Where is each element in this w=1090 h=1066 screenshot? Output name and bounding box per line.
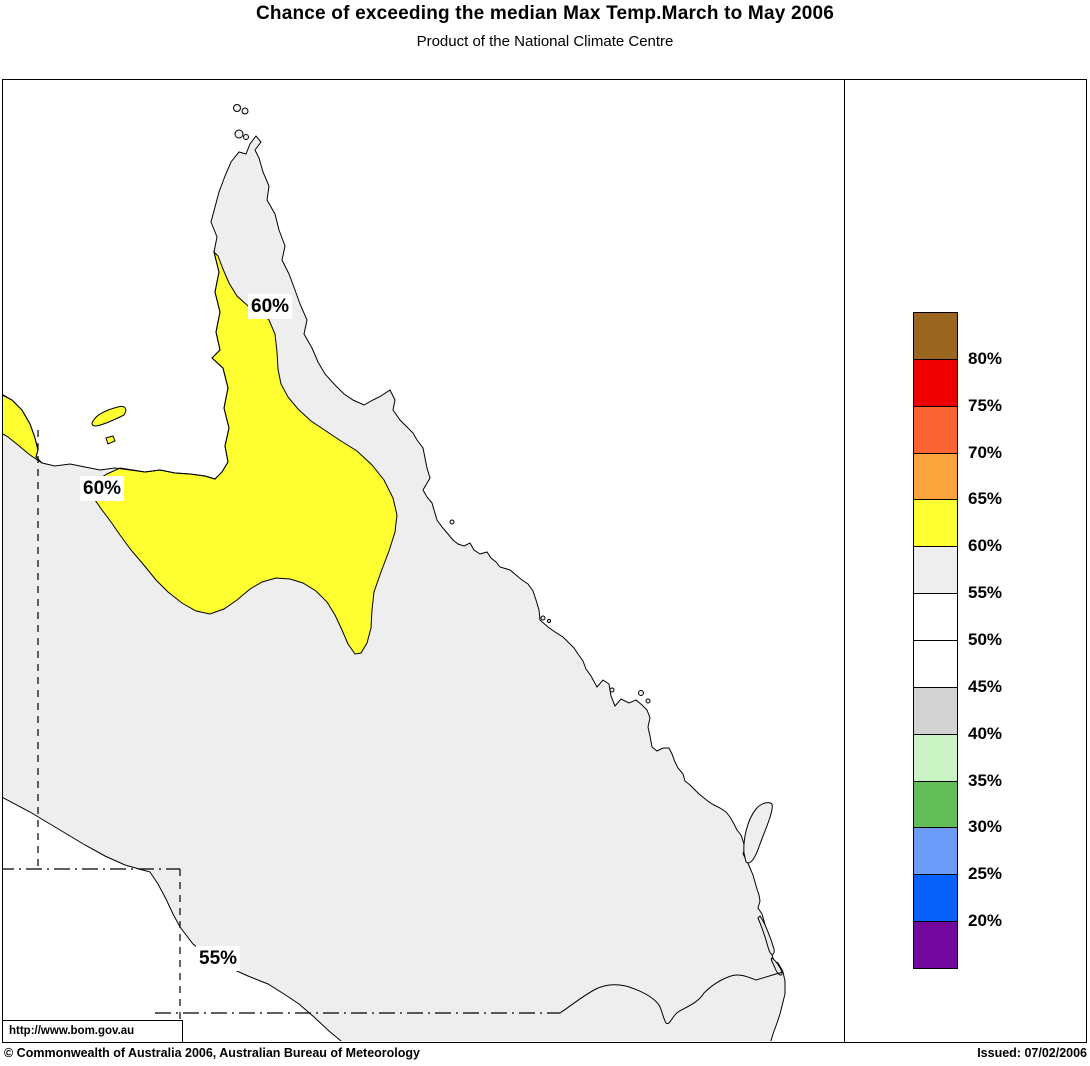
legend-swatch-6 — [913, 593, 958, 641]
legend-label-50%: 50% — [968, 629, 1003, 649]
stradbroke-island — [770, 957, 783, 976]
legend-label-60%: 60% — [968, 536, 1003, 556]
legend-swatch-7 — [913, 639, 958, 688]
east-coast-islets — [449, 519, 651, 704]
copyright-text: © Commonwealth of Australia 2006, Austra… — [4, 1046, 420, 1060]
legend-swatch-1 — [913, 358, 958, 407]
legend-divider-line — [844, 80, 845, 1042]
legend-label-20%: 20% — [968, 911, 1003, 931]
legend-swatch-12 — [913, 874, 958, 923]
contour-label-60-west: 60% — [80, 476, 125, 501]
legend-swatch-4 — [913, 499, 958, 548]
legend-swatch-13 — [913, 921, 958, 969]
legend-swatch-8 — [913, 686, 958, 735]
border-qld-nsw-river — [559, 971, 784, 1025]
legend-swatch-9 — [913, 733, 958, 782]
legend-label-40%: 40% — [968, 723, 1003, 743]
mornington-island — [91, 406, 127, 427]
legend-label-45%: 45% — [968, 676, 1003, 696]
coastline — [3, 135, 786, 1041]
legend-swatch-11 — [913, 827, 958, 876]
moreton-island — [757, 915, 775, 955]
legend-label-65%: 65% — [968, 489, 1003, 509]
legend-label-70%: 70% — [968, 442, 1003, 462]
legend-label-35%: 35% — [968, 770, 1003, 790]
fraser-island — [743, 802, 773, 864]
page-subtitle: Product of the National Climate Centre — [416, 33, 674, 50]
contour-55-line — [3, 797, 342, 1041]
legend-swatch-3 — [913, 452, 958, 501]
map-canvas — [3, 80, 844, 1041]
legend-label-80%: 80% — [968, 348, 1003, 368]
map-frame: 60% 60% 55% 80% 75% 70% 65% 60% 55% 50% 45% 40% 3… — [2, 79, 1087, 1043]
legend-swatch-2 — [913, 405, 958, 454]
legend-label-30%: 30% — [968, 817, 1003, 837]
contour-label-60-north: 60% — [248, 294, 293, 319]
cape-york-islands — [233, 104, 249, 140]
issued-date: Issued: 07/02/2006 — [977, 1046, 1087, 1060]
legend-label-25%: 25% — [968, 864, 1003, 884]
bom-url-box: http://www.bom.gov.au — [3, 1020, 183, 1042]
page-title: Chance of exceeding the median Max Temp.… — [255, 3, 835, 24]
land-region-55-60 — [3, 136, 785, 1041]
legend-label-75%: 75% — [968, 395, 1003, 415]
legend-swatch-5 — [913, 546, 958, 595]
contour-label-55: 55% — [196, 946, 241, 971]
legend-swatch-0 — [913, 312, 958, 360]
legend-color-scale: 80% 75% 70% 65% 60% 55% 50% 45% 40% 35% 30% 25% 20% — [913, 312, 1090, 972]
legend-swatch-10 — [913, 780, 958, 829]
legend-label-55%: 55% — [968, 583, 1003, 603]
small-gulf-island — [105, 435, 116, 445]
region-45-55-white — [3, 797, 341, 1041]
